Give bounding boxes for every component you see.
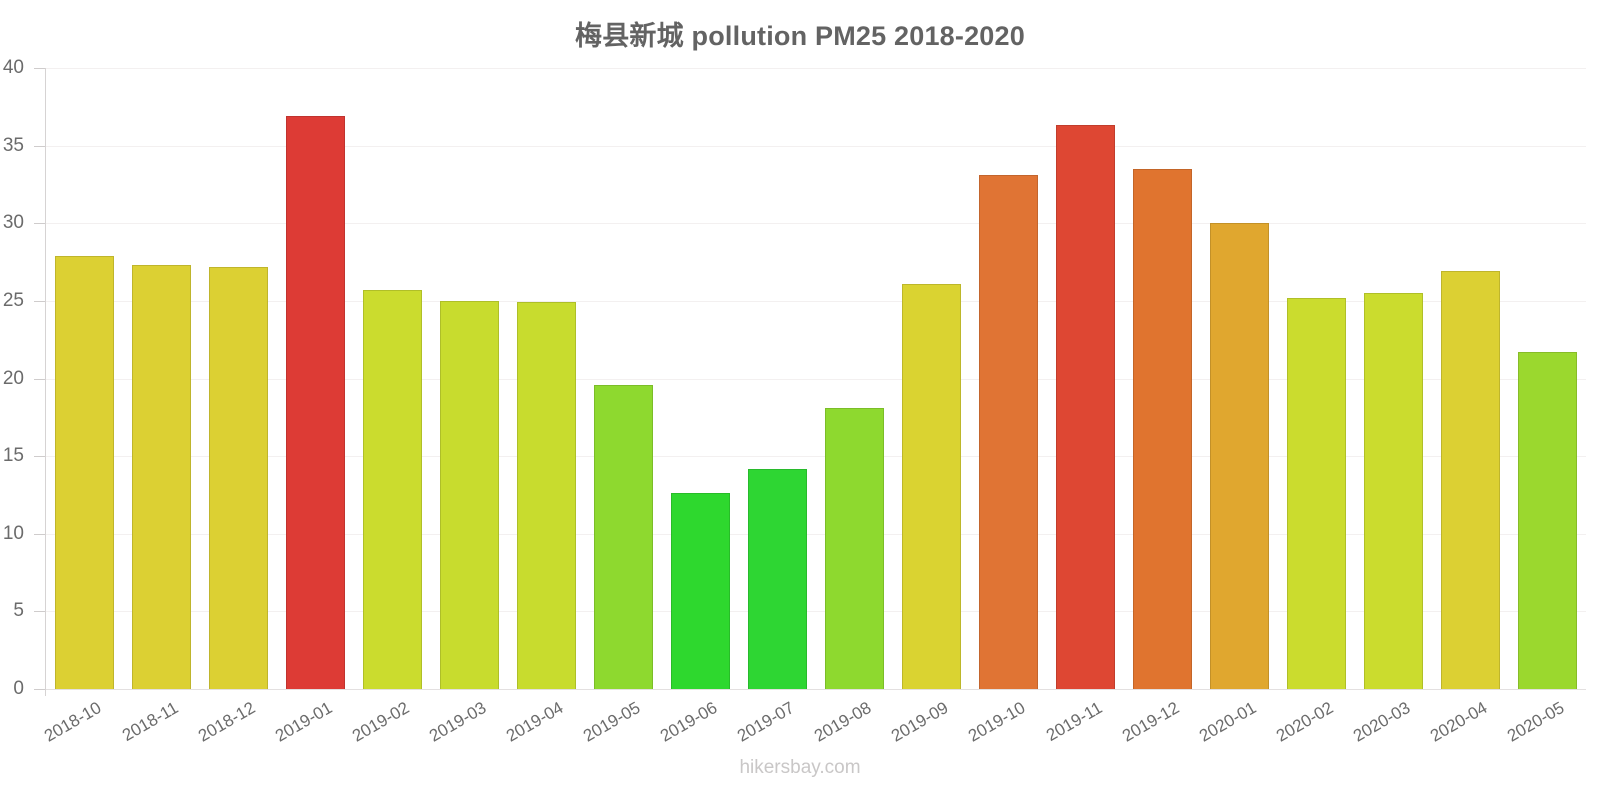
bar[interactable]: [979, 175, 1038, 689]
x-axis-tick-label: 2019-11: [1042, 698, 1105, 746]
y-axis-tick-label: 10: [2, 522, 24, 544]
x-axis-tick-label: 2019-01: [271, 698, 335, 746]
y-axis-tick: [34, 68, 45, 69]
bar[interactable]: [1287, 297, 1346, 689]
x-axis-tick-label: 2019-10: [964, 698, 1028, 746]
bar[interactable]: [902, 283, 961, 689]
bar-series: [46, 68, 1586, 689]
x-axis-tick-label: 2019-04: [502, 698, 566, 746]
x-axis-tick-label: 2018-10: [40, 698, 104, 746]
x-axis-tick-label: 2019-02: [348, 698, 412, 746]
x-axis-labels: 2018-10 2018-11 2018-12 2019-01 2019-02 2019-…: [40, 692, 1586, 762]
y-axis-tick-label: 25: [2, 289, 24, 311]
bar[interactable]: [209, 266, 268, 689]
bar[interactable]: [1056, 125, 1115, 689]
y-axis-tick: [34, 533, 45, 535]
y-axis-tick-label: 0: [13, 678, 24, 699]
bar[interactable]: [594, 384, 653, 689]
source-watermark: hikersbay.com: [739, 757, 861, 778]
x-axis-tick-label: 2019-07: [733, 698, 797, 746]
page-title: 梅县新城 pollution PM25 2018-2020: [575, 21, 1025, 51]
x-axis-tick-label: 2019-09: [887, 698, 951, 746]
bar[interactable]: [517, 302, 576, 689]
x-axis-tick-label: 2020-05: [1503, 698, 1567, 746]
x-axis-tick-label: 2020-04: [1426, 698, 1490, 746]
x-axis-tick-label: 2018-11: [118, 698, 181, 746]
bar[interactable]: [363, 290, 422, 689]
y-axis-tick-label: 15: [2, 445, 24, 467]
y-axis-tick-label: 20: [2, 367, 24, 389]
bar[interactable]: [748, 468, 807, 689]
y-axis-tick: [34, 378, 45, 380]
bar[interactable]: [440, 300, 499, 689]
y-axis-tick-label: 5: [13, 600, 24, 622]
y-axis-tick: [34, 300, 45, 302]
y-axis-tick-label: 35: [2, 134, 24, 156]
bar[interactable]: [286, 116, 345, 689]
bar[interactable]: [1518, 352, 1577, 689]
x-axis-tick-label: 2019-12: [1118, 698, 1182, 746]
x-axis-tick-label: 2019-03: [425, 698, 489, 746]
y-axis-tick: [34, 456, 45, 458]
bar[interactable]: [825, 408, 884, 689]
y-axis-line: [45, 68, 46, 696]
gridline: [46, 689, 1586, 690]
y-axis-tick: [34, 611, 45, 613]
x-axis-tick-label: 2019-05: [579, 698, 643, 746]
bar[interactable]: [1210, 223, 1269, 689]
bar[interactable]: [55, 255, 114, 689]
bar[interactable]: [671, 493, 730, 689]
x-axis-tick-label: 2020-02: [1272, 698, 1336, 746]
bar[interactable]: [1364, 293, 1423, 689]
x-axis-tick-label: 2020-01: [1195, 698, 1259, 746]
bar[interactable]: [1441, 271, 1500, 689]
plot-area: [46, 68, 1586, 690]
bar[interactable]: [1133, 168, 1192, 689]
x-axis-tick-label: 2020-03: [1349, 698, 1413, 746]
y-axis-tick-label: 40: [2, 57, 24, 78]
bar[interactable]: [132, 265, 191, 689]
y-axis-tick: [34, 689, 45, 690]
x-axis-tick-label: 2018-12: [194, 698, 258, 746]
y-axis-tick: [34, 145, 45, 147]
y-axis-tick-label: 30: [2, 212, 24, 234]
x-axis-tick-label: 2019-06: [656, 698, 720, 746]
x-axis-tick-label: 2019-08: [810, 698, 874, 746]
y-axis-tick: [34, 223, 45, 225]
